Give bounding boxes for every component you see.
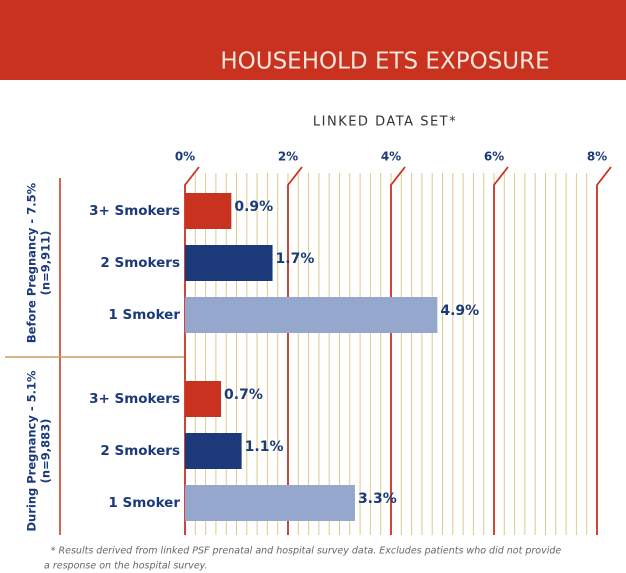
value-label: 1.1%: [245, 439, 284, 455]
footnote: a response on the hospital survey.: [44, 561, 208, 572]
value-label: 4.9%: [440, 303, 479, 319]
grid-line: [287, 166, 303, 535]
group-label: Before Pregnancy - 7.5%: [25, 182, 39, 343]
x-tick-label: 2%: [278, 150, 298, 164]
value-label: 0.7%: [224, 387, 263, 403]
x-tick-label: 4%: [381, 150, 401, 164]
grid-line: [493, 166, 509, 535]
bar: [185, 381, 222, 417]
value-label: 0.9%: [234, 199, 273, 215]
bar: [185, 245, 273, 281]
group-n: (n=9,883): [39, 419, 53, 484]
group-n: (n=9,911): [39, 231, 53, 296]
value-label: 3.3%: [358, 491, 397, 507]
footnote: * Results derived from linked PSF prenat…: [51, 546, 562, 557]
chart-title: HOUSEHOLD ETS EXPOSURE: [220, 49, 549, 75]
grid-line: [596, 166, 612, 535]
category-label: 2 Smokers: [100, 255, 180, 271]
value-label: 1.7%: [276, 251, 315, 267]
grid-line: [184, 166, 200, 535]
bar: [185, 193, 232, 229]
x-tick-label: 6%: [484, 150, 504, 164]
chart-subtitle: LINKED DATA SET*: [313, 115, 457, 130]
bar: [185, 485, 355, 521]
grid-line: [390, 166, 406, 535]
category-label: 3+ Smokers: [89, 203, 180, 219]
x-tick-label: 0%: [175, 150, 195, 164]
category-label: 3+ Smokers: [89, 391, 180, 407]
group-label: During Pregnancy - 5.1%: [25, 370, 39, 532]
category-label: 1 Smoker: [108, 307, 180, 323]
bar: [185, 297, 438, 333]
category-label: 2 Smokers: [100, 443, 180, 459]
title-banner: [0, 0, 626, 80]
x-tick-label: 8%: [587, 150, 607, 164]
category-label: 1 Smoker: [108, 495, 180, 511]
bar: [185, 433, 242, 469]
